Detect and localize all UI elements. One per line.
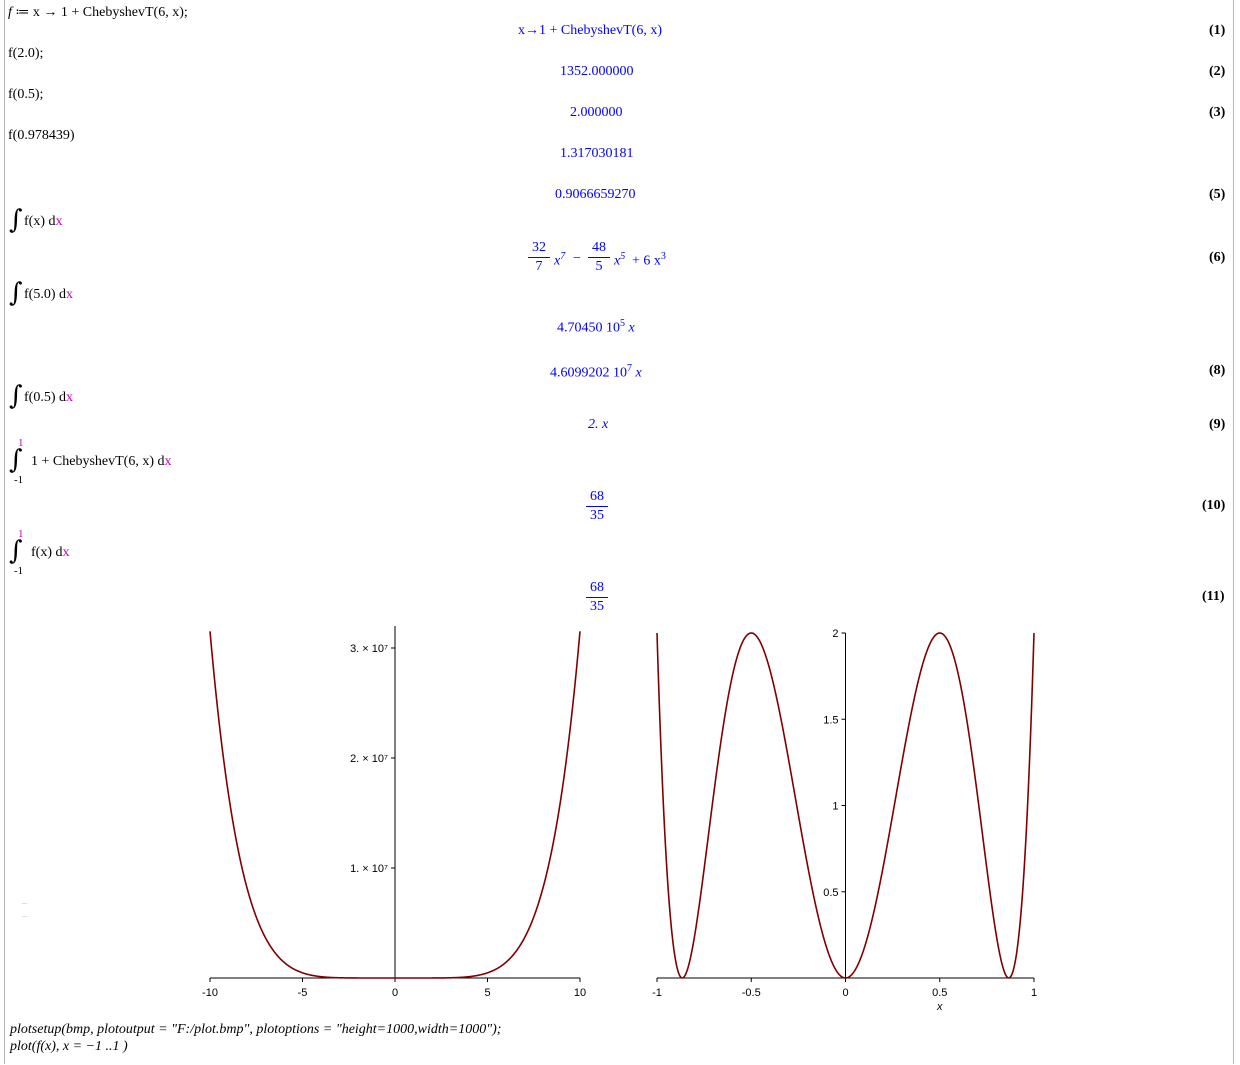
y-tick-label: 1.5: [823, 714, 838, 726]
equation-label-5: (5): [1209, 187, 1226, 202]
def-lhs: f: [8, 5, 12, 20]
minus-sign: −: [573, 251, 581, 266]
equation-label-9: (9): [1209, 417, 1226, 432]
y-tick-label: 0.5: [823, 887, 838, 899]
integral-sign: ∫: [9, 205, 23, 235]
integrand: f(x) d: [31, 545, 63, 560]
input-integral-5[interactable]: f(x) dx: [31, 545, 70, 561]
x-tick-label: 5: [484, 987, 490, 999]
y-tick-label: 1: [832, 801, 838, 813]
denominator: 35: [590, 599, 604, 614]
fraction-bar: [528, 257, 550, 258]
x-tick-label: 0.5: [932, 987, 947, 999]
numerator: 68: [590, 580, 604, 595]
series-line: [656, 632, 1035, 979]
input-integral-4[interactable]: 1 + ChebyshevT(6, x) dx: [31, 454, 172, 470]
term-6x3: + 6 x3: [632, 251, 666, 269]
numerator: 68: [590, 489, 604, 504]
x-tick-label: -5: [298, 987, 308, 999]
lower-limit: -1: [14, 474, 24, 486]
integrand: f(5.0) d: [24, 287, 66, 302]
equation-label-10: (10): [1202, 498, 1226, 513]
int-var: x: [66, 287, 73, 302]
input-call-1[interactable]: f(2.0);: [8, 46, 44, 61]
fraction-bar: [586, 597, 608, 598]
input-plot[interactable]: plot(f(x), x = −1 ..1 ): [10, 1039, 128, 1054]
equation-label-6: (6): [1209, 250, 1226, 265]
y-tick-label: 1. × 10⁷: [350, 863, 388, 875]
int-var: x: [164, 454, 172, 469]
x-tick-label: -0.5: [742, 987, 761, 999]
integrand: f(x) d: [24, 214, 56, 229]
x-tick-label: -10: [202, 987, 218, 999]
output-2: 1352.000000: [560, 64, 634, 79]
series-line: [209, 631, 581, 979]
int-var: x: [66, 390, 73, 405]
integral-sign: ∫: [9, 536, 23, 566]
equation-label-8: (8): [1209, 363, 1226, 378]
upper-limit: 1: [18, 528, 24, 540]
y-tick-label: 2. × 10⁷: [350, 753, 388, 765]
plot-chebyshev-wide[interactable]: -10 -5 0 5 10 1. × 10⁷ 2. × 10⁷ 3. × 10⁷: [195, 618, 595, 1018]
output-5: 0.9066659270: [555, 187, 636, 202]
integrand: 1 + ChebyshevT(6, x) d: [31, 454, 165, 469]
output-3: 2.000000: [570, 105, 623, 120]
fraction-bar: [588, 257, 610, 258]
x-tick-label: 10: [574, 987, 586, 999]
integral-sign: ∫: [9, 278, 23, 308]
integral-sign: ∫: [9, 445, 23, 475]
output-7: 4.70450 105 x: [557, 318, 635, 336]
output-4: 1.317030181: [560, 146, 634, 161]
x-tick-label: 0: [392, 987, 398, 999]
worksheet-frame: [4, 0, 1234, 1064]
equation-label-11: (11): [1202, 589, 1225, 604]
input-integral-1[interactable]: f(x) dx: [24, 214, 63, 230]
input-integral-3[interactable]: f(0.5) dx: [24, 390, 73, 406]
numerator: 32: [532, 240, 546, 255]
integral-sign: ∫: [9, 381, 23, 411]
def-rhs: x → 1 + ChebyshevT(6, x);: [32, 5, 188, 20]
output-11: 68 35: [586, 580, 608, 615]
output-10: 68 35: [586, 489, 608, 524]
plot-chebyshev-unit[interactable]: -1 -0.5 0 0.5 1 0.5 1 1.5 2 x: [643, 618, 1048, 1018]
input-definition[interactable]: f ≔ x → 1 + ChebyshevT(6, x);: [8, 4, 188, 21]
numerator: 48: [592, 240, 606, 255]
denominator: 7: [535, 259, 543, 274]
input-call-3[interactable]: f(0.978439): [8, 128, 75, 143]
input-plotsetup[interactable]: plotsetup(bmp, plotoutput = "F:/plot.bmp…: [10, 1022, 502, 1037]
x-tick-label: -1: [652, 987, 662, 999]
output-1: x→1 + ChebyshevT(6, x): [518, 23, 662, 38]
y-tick-label: 3. × 10⁷: [350, 643, 388, 655]
input-call-2[interactable]: f(0.5);: [8, 87, 44, 102]
y-tick-label: 2: [832, 628, 838, 640]
equation-label-2: (2): [1209, 64, 1226, 79]
int-var: x: [62, 545, 70, 560]
x-tick-label: 0: [842, 987, 848, 999]
equation-label-1: (1): [1209, 23, 1226, 38]
upper-limit: 1: [18, 437, 24, 449]
output-8: 4.6099202 107 x: [550, 363, 642, 381]
integrand: f(0.5) d: [24, 390, 66, 405]
equation-label-3: (3): [1209, 105, 1226, 120]
input-integral-2[interactable]: f(5.0) dx: [24, 287, 73, 303]
x-axis-label: x: [936, 1001, 943, 1013]
def-op: ≔: [11, 5, 33, 20]
term-x5: x5: [614, 251, 626, 269]
x-tick-label: 1: [1031, 987, 1037, 999]
int-var: x: [55, 214, 63, 229]
fraction-bar: [586, 506, 608, 507]
denominator: 5: [595, 259, 603, 274]
fraction-32-7: 32 7: [528, 240, 550, 275]
output-9: 2. x: [588, 417, 609, 432]
denominator: 35: [590, 508, 604, 523]
fraction-48-5: 48 5: [588, 240, 610, 275]
lower-limit: -1: [14, 565, 24, 577]
text-cursor: [22, 903, 27, 917]
term-x7: x7: [554, 251, 566, 269]
